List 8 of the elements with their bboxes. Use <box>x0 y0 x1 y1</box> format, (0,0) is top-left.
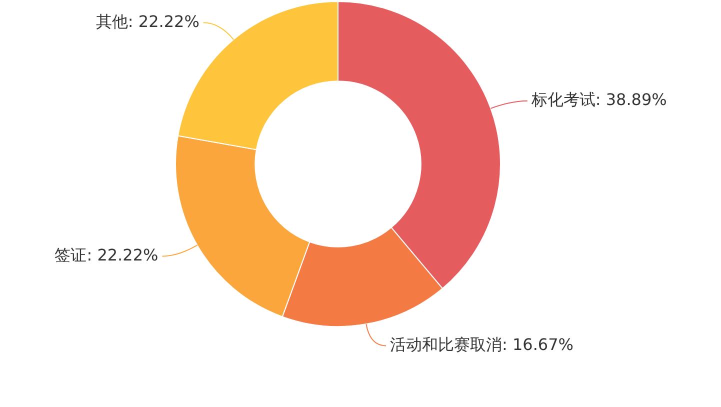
slice-label: 活动和比赛取消 <box>390 334 502 354</box>
data-label: : 22.22% <box>128 12 200 31</box>
slice-label: 签证 <box>54 245 87 264</box>
data-label: : 38.89% <box>595 90 667 110</box>
slice-label: 其他 <box>96 12 128 31</box>
data-label: : 16.67% <box>502 334 574 354</box>
slice-label: 标化考试 <box>530 90 596 110</box>
data-label: : 22.22% <box>86 245 158 264</box>
